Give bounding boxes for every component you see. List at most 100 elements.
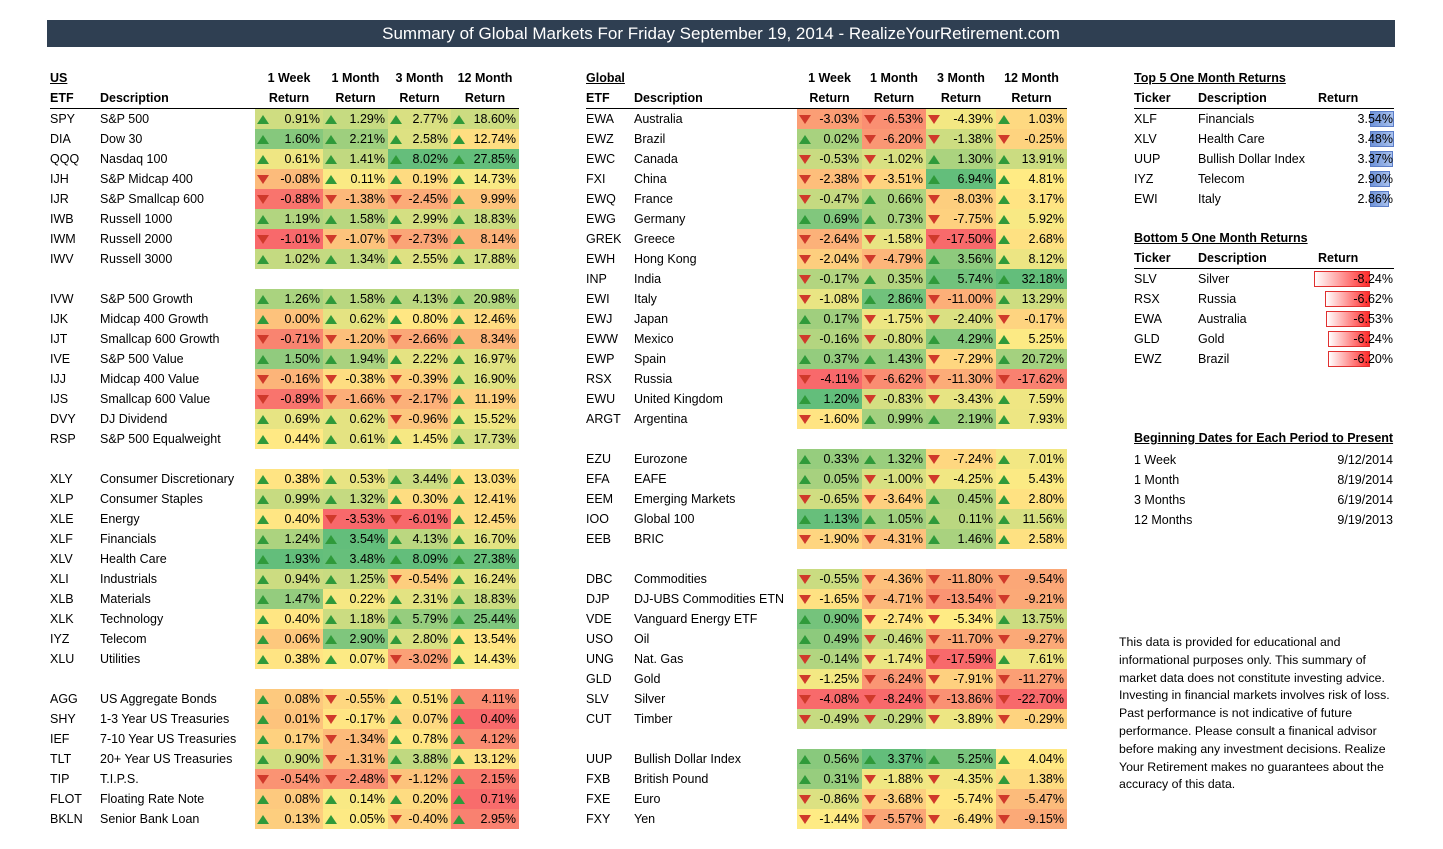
up-triangle-icon [928, 275, 940, 284]
return-cell: 0.90% [255, 749, 323, 769]
return-value: -1.65% [819, 592, 859, 606]
return-value: -13.86% [946, 692, 993, 706]
return-cell: 1.02% [255, 249, 323, 269]
down-triangle-icon [864, 615, 876, 624]
return-value: 0.51% [412, 692, 448, 706]
return-cell: -2.66% [388, 329, 451, 349]
description-cell: Consumer Discretionary [100, 472, 235, 486]
list-item: XLF Financials 3.54% [0, 109, 1394, 129]
ticker-cell: DIA [50, 132, 71, 146]
table-row: EWH Hong Kong -2.04% -4.79% 3.56% 8.12% [0, 249, 1067, 269]
return-value: -2.17% [408, 392, 448, 406]
return-value: 7.61% [1028, 652, 1064, 666]
up-triangle-icon [799, 215, 811, 224]
down-triangle-icon [998, 675, 1010, 684]
return-cell: 1.05% [862, 509, 926, 529]
return-value: 0.01% [284, 712, 320, 726]
description-cell: India [634, 272, 662, 286]
up-triangle-icon [257, 795, 269, 804]
up-triangle-icon [325, 175, 337, 184]
return-cell: -1.01% [255, 229, 323, 249]
return-value: 0.38% [284, 652, 320, 666]
up-triangle-icon [998, 235, 1010, 244]
return-cell: 2.80% [996, 489, 1067, 509]
return-header: Return [940, 91, 982, 105]
return-value: -0.86% [819, 792, 859, 806]
return-value: 1.34% [349, 252, 385, 266]
period-label: 3 Months [1134, 493, 1186, 507]
description-cell: Spain [634, 352, 666, 366]
return-value: -1.88% [883, 772, 923, 786]
return-value: 0.99% [887, 412, 923, 426]
return-value: -0.83% [883, 392, 923, 406]
table-row: FXE Euro -0.86% -3.68% -5.74% -5.47% [0, 789, 1067, 809]
up-triangle-icon [325, 555, 337, 564]
up-triangle-icon [928, 515, 940, 524]
return-value: 11.19% [474, 392, 516, 406]
description-cell: US Aggregate Bonds [100, 692, 217, 706]
return-value: 5.79% [412, 612, 448, 626]
table-row: IVW S&P 500 Growth 1.26% 1.58% 4.13% 20.98% [0, 289, 519, 309]
data-bar [1370, 191, 1389, 207]
ticker-cell: IWV [50, 252, 74, 266]
ticker-cell: IJR [50, 192, 69, 206]
return-value: 5.74% [957, 272, 993, 286]
return-cell: -3.68% [862, 789, 926, 809]
return-value: 2.68% [1028, 232, 1064, 246]
up-triangle-icon [453, 375, 465, 384]
down-triangle-icon [257, 195, 269, 204]
list-item: GLD Gold -6.24% [0, 329, 1393, 349]
return-value: 5.43% [1028, 472, 1064, 486]
ticker-cell: TLT [50, 752, 72, 766]
return-value: 2.55% [412, 252, 448, 266]
return-cell: 0.53% [323, 469, 388, 489]
down-triangle-icon [799, 115, 811, 124]
return-value: 0.17% [823, 312, 859, 326]
ticker-cell: XLP [50, 492, 74, 506]
description-cell: Greece [634, 232, 675, 246]
ticker-cell: XLV [1134, 132, 1157, 146]
ticker-cell: IJT [50, 332, 68, 346]
return-value: 9.99% [480, 192, 516, 206]
ticker-cell: INP [586, 272, 607, 286]
return-cell: 0.66% [862, 189, 926, 209]
up-triangle-icon [453, 415, 465, 424]
up-triangle-icon [390, 175, 402, 184]
return-cell: 0.38% [255, 469, 323, 489]
return-cell: 5.25% [926, 749, 996, 769]
up-triangle-icon [257, 135, 269, 144]
up-triangle-icon [998, 535, 1010, 544]
return-value: 0.66% [887, 192, 923, 206]
return-value: -13.54% [946, 592, 993, 606]
down-triangle-icon [390, 575, 402, 584]
up-triangle-icon [325, 475, 337, 484]
description-cell: Oil [634, 632, 650, 646]
return-value: -3.53% [345, 512, 385, 526]
up-triangle-icon [928, 495, 940, 504]
description-cell: Floating Rate Note [100, 792, 205, 806]
return-cell: -0.40% [388, 809, 451, 829]
down-triangle-icon [799, 495, 811, 504]
data-bar [1326, 311, 1370, 327]
return-cell: 27.38% [451, 549, 519, 569]
return-value: 0.44% [284, 432, 320, 446]
return-cell: -1.88% [862, 769, 926, 789]
return-cell: 0.56% [797, 749, 862, 769]
table-row: UUP Bullish Dollar Index 0.56% 3.37% 5.25% 4.… [0, 749, 1067, 769]
return-cell: -5.34% [926, 609, 996, 629]
ticker-cell: EWZ [1134, 352, 1162, 366]
up-triangle-icon [928, 155, 940, 164]
return-value: 17.73% [473, 432, 516, 446]
return-value: 25.44% [473, 612, 516, 626]
down-triangle-icon [998, 795, 1010, 804]
ticker-cell: EWU [586, 392, 616, 406]
down-triangle-icon [325, 715, 337, 724]
table-row: IJH S&P Midcap 400 -0.08% 0.11% 0.19% 14.73% [0, 169, 519, 189]
return-value: 13.91% [1021, 152, 1064, 166]
return-value: 0.53% [349, 472, 385, 486]
description-cell: Nat. Gas [634, 652, 684, 666]
return-cell: 12.45% [451, 509, 519, 529]
return-value: 3.48% [349, 552, 385, 566]
up-triangle-icon [390, 495, 402, 504]
return-cell: 0.02% [797, 129, 862, 149]
